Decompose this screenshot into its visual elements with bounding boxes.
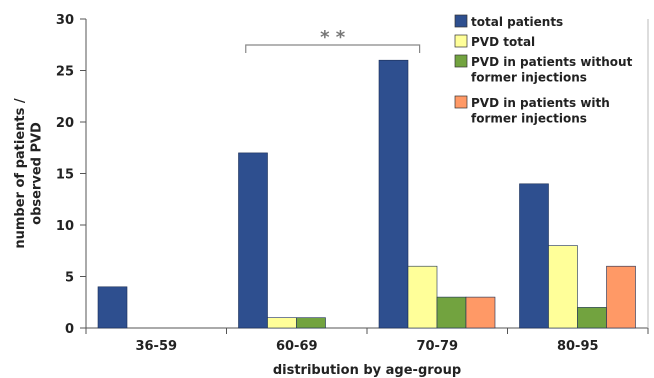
x-axis-title: distribution by age-group [273, 363, 461, 378]
bar [606, 265, 636, 329]
y-tick-label: 5 [65, 271, 74, 286]
y-tick-label: 15 [56, 168, 74, 183]
legend-swatch [454, 14, 468, 28]
legend-label-line: former injections [471, 71, 587, 85]
axes: 0 5 10 15 20 25 30 36-59 60-69 70-79 80-95 [56, 13, 649, 354]
x-tick-label: 80-95 [557, 339, 599, 354]
legend-label-line: former injections [471, 112, 587, 126]
legend-label-line: total patients [471, 15, 563, 29]
significance-bracket [245, 44, 421, 53]
y-tick-label: 25 [56, 65, 74, 80]
bar [519, 183, 549, 329]
x-tick-label: 70-79 [416, 339, 458, 354]
y-axis-title-line: number of patients / [13, 98, 28, 249]
bar [436, 296, 467, 329]
bar [267, 317, 297, 329]
y-tick-label: 0 [65, 322, 74, 337]
legend-label-line: PVD total [471, 35, 535, 49]
bar [465, 296, 496, 329]
x-tick-label: 60-69 [276, 339, 318, 354]
legend-swatch [454, 34, 468, 48]
bars [97, 59, 636, 329]
legend-swatch [454, 95, 468, 109]
y-tick-label: 30 [56, 13, 74, 28]
significance-label: * * [320, 27, 346, 48]
y-tick-label: 20 [56, 116, 74, 131]
legend-swatch [454, 54, 468, 68]
legend-label: PVD in patients with former injections [471, 96, 610, 126]
y-tick-label: 10 [56, 219, 74, 234]
legend: total patients PVD total PVD in patients w… [454, 14, 633, 126]
legend-label-line: PVD in patients without [471, 55, 633, 69]
bar [378, 59, 409, 329]
y-axis-title-line: observed PVD [29, 122, 44, 225]
bar [577, 307, 607, 329]
legend-label: PVD in patients without former injections [471, 55, 633, 85]
legend-label: PVD total [471, 35, 535, 49]
bar [238, 152, 268, 329]
bar [296, 317, 326, 329]
x-tick-label: 36-59 [135, 339, 177, 354]
legend-label: total patients [471, 15, 563, 29]
bar [97, 286, 128, 329]
bar [407, 265, 438, 329]
y-axis-title: number of patients /observed PVD [13, 98, 44, 249]
legend-label-line: PVD in patients with [471, 96, 610, 110]
significance-annotation: * * [245, 27, 421, 53]
bar [548, 245, 578, 329]
